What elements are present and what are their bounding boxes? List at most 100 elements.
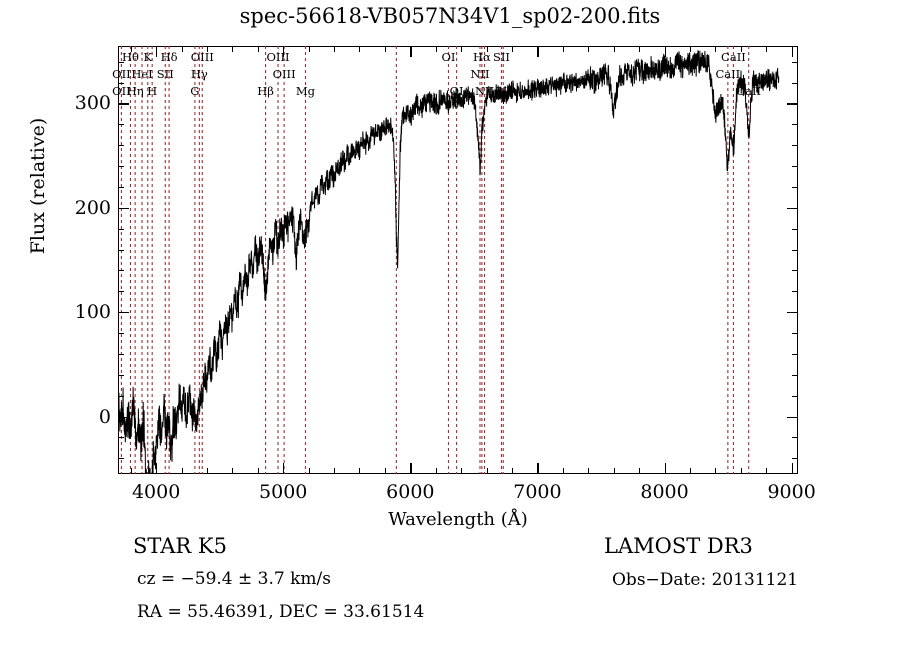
axis-tick: [118, 395, 124, 397]
x-tick-label: 5000: [259, 481, 308, 503]
axis-tick: [792, 166, 798, 168]
axis-tick: [257, 46, 259, 52]
axis-tick: [613, 468, 615, 474]
spectral-line-label: SII: [156, 67, 174, 81]
axis-tick: [588, 468, 590, 474]
axis-tick: [118, 82, 124, 84]
axis-tick: [537, 46, 539, 57]
axis-tick: [588, 46, 590, 52]
obs-date-text: Obs−Date: 20131121: [612, 570, 799, 590]
y-tick-label: 0: [98, 405, 111, 428]
spectral-line-label: NII: [470, 67, 490, 81]
axis-tick: [334, 468, 336, 474]
axis-tick: [181, 46, 183, 52]
axis-tick: [130, 468, 132, 474]
axis-tick: [308, 46, 310, 52]
axis-tick: [689, 46, 691, 52]
axis-tick: [118, 103, 129, 105]
axis-tick: [308, 468, 310, 474]
spectrum-canvas: [118, 46, 780, 474]
axis-tick: [118, 249, 124, 251]
axes-frame: [118, 46, 798, 474]
axis-tick: [334, 46, 336, 52]
axis-tick: [283, 46, 285, 57]
axis-tick: [792, 374, 798, 376]
axis-tick: [791, 46, 793, 57]
axis-tick: [792, 61, 798, 63]
axis-tick: [283, 463, 285, 474]
axis-tick: [792, 270, 798, 272]
axis-tick: [118, 353, 124, 355]
axis-tick: [715, 468, 717, 474]
axis-tick: [792, 186, 798, 188]
x-axis-label: Wavelength (Å): [388, 509, 528, 530]
x-tick-label: 4000: [131, 481, 181, 503]
axis-tick: [156, 46, 158, 57]
spectral-line-label: NII: [474, 84, 495, 98]
axis-tick: [486, 468, 488, 474]
axis-tick: [562, 468, 564, 474]
axis-tick: [206, 46, 208, 52]
axis-tick: [787, 416, 798, 418]
axis-tick: [787, 103, 798, 105]
axis-tick: [639, 468, 641, 474]
axis-tick: [792, 291, 798, 293]
axis-tick: [118, 458, 124, 460]
spectral-line-label: Hη: [126, 84, 144, 98]
axis-tick: [118, 312, 129, 314]
axis-tick: [257, 468, 259, 474]
spectral-line-label: Hα: [472, 50, 491, 64]
axis-tick: [359, 468, 361, 474]
object-type-text: STAR K5: [133, 534, 227, 558]
spectral-line-label: CaII: [715, 67, 741, 81]
axis-tick: [118, 61, 124, 63]
figure-title: spec-56618-VB057N34V1_sp02-200.fits: [239, 4, 661, 28]
spectral-line-label: G: [190, 84, 200, 98]
axis-tick: [740, 46, 742, 52]
spectral-line-label: OI: [449, 84, 464, 98]
spectrum-trace: [118, 50, 780, 474]
spectral-line-label: H: [147, 84, 158, 98]
axis-tick: [792, 124, 798, 126]
y-tick-label: 300: [74, 92, 111, 115]
axis-tick: [118, 207, 129, 209]
spectral-line-label: SII: [494, 84, 512, 98]
axis-tick: [359, 46, 361, 52]
axis-tick: [613, 46, 615, 52]
spectral-line-label: Hθ: [121, 50, 139, 64]
axis-tick: [181, 468, 183, 474]
axis-tick: [118, 166, 124, 168]
spectral-line-label: OIII: [266, 50, 290, 64]
spectral-line-label: OII: [112, 84, 131, 98]
axis-tick: [206, 468, 208, 474]
spectral-line-label: Mg: [295, 84, 316, 98]
axis-tick: [118, 437, 124, 439]
y-axis-label: Flux (relative): [27, 117, 49, 255]
axis-tick: [512, 468, 514, 474]
spectral-line-label: Hγ: [190, 67, 208, 81]
axis-tick: [664, 46, 666, 57]
axis-tick: [118, 186, 124, 188]
redshift-text: cz = −59.4 ± 3.7 km/s: [137, 569, 331, 589]
axis-tick: [118, 124, 124, 126]
axis-tick: [689, 468, 691, 474]
axis-tick: [118, 270, 124, 272]
y-tick-label: 100: [74, 301, 111, 324]
spectral-line-label: OIII: [190, 50, 214, 64]
axis-tick: [787, 312, 798, 314]
axis-tick: [384, 46, 386, 52]
axis-tick: [766, 468, 768, 474]
axis-tick: [130, 46, 132, 52]
spectral-line-label: Hβ: [257, 84, 274, 98]
spectral-line-label: OII: [112, 67, 131, 81]
axis-tick: [435, 46, 437, 52]
spectral-line-label: CaII: [721, 50, 746, 64]
axis-tick: [740, 468, 742, 474]
axis-tick: [461, 46, 463, 52]
axis-tick: [537, 463, 539, 474]
axis-tick: [486, 46, 488, 52]
x-tick-label: 8000: [640, 481, 689, 503]
spectral-line-label: SII: [492, 50, 510, 64]
x-tick-label: 9000: [767, 481, 816, 503]
